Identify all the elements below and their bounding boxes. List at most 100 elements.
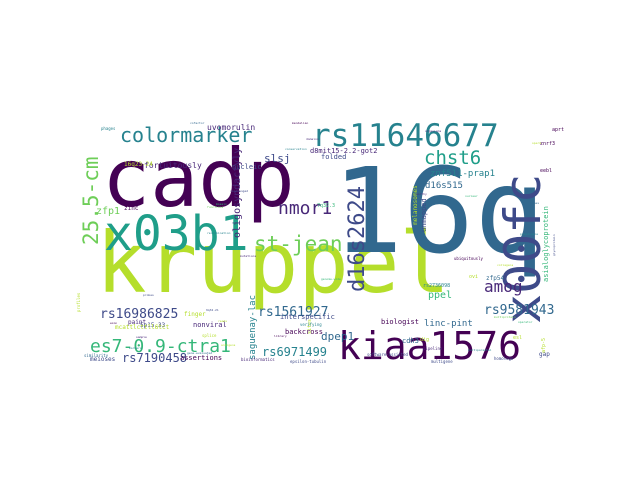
- word-verifying: verifying: [300, 322, 322, 327]
- word-d8mit15-2-2-got2: d8mit15-2.2-got2: [310, 147, 377, 155]
- word-aprt: aprt: [552, 127, 564, 133]
- word-rs16986825: rs16986825: [100, 307, 178, 322]
- word-amog: amog: [484, 277, 523, 296]
- word-znrf3: znrf3: [540, 141, 555, 147]
- word-x00fc: x00fc: [494, 173, 552, 324]
- word-linc-pint: linc-pint: [424, 319, 473, 329]
- word-zinc: zinc: [124, 205, 139, 212]
- word-paint: paint: [128, 319, 146, 326]
- word-saguenay-lac: saguenay-lac: [248, 295, 258, 360]
- word-dig: dig: [420, 337, 429, 343]
- word-splice: splice: [202, 333, 217, 338]
- word-16q23-24: 16q23-24: [124, 161, 153, 168]
- word-genome-wide: genome-wide: [321, 277, 341, 281]
- word-glycoprotein: glycoprotein: [552, 234, 556, 256]
- word-zfp1: zfp1: [96, 206, 120, 217]
- word-zfp54: zfp54: [486, 275, 504, 282]
- word-biologist: biologist: [381, 318, 419, 326]
- word-rs6971499: rs6971499: [262, 345, 327, 359]
- word-uvomorulin: uvomorulin: [207, 123, 255, 132]
- word-mcattlcttll6tct: mcattlcttll6tct: [115, 324, 170, 331]
- word-rs1561927: rs1561927: [258, 305, 328, 320]
- word-rs9581943: rs9581943: [484, 303, 554, 318]
- word-organisms: organisms: [425, 129, 441, 133]
- word-nucleic: nucleic: [232, 163, 262, 171]
- word-sites: sites: [307, 319, 313, 334]
- word-conservation: conservation: [285, 147, 307, 151]
- word-kiaa1576: kiaa1576: [338, 324, 521, 368]
- word-chst6: chst6: [424, 147, 481, 169]
- word-assertions: assertions: [180, 354, 222, 362]
- word-reads: reads: [218, 319, 227, 323]
- word-library: library: [274, 334, 287, 338]
- word-eebl: eebl: [540, 168, 552, 174]
- word-melanosomes: melanosomes: [412, 185, 419, 225]
- word-dpep1: dpep1: [321, 330, 354, 343]
- word-pseudogene: pseudogene: [520, 232, 538, 236]
- word-mutations: mutations: [240, 254, 256, 258]
- word-cofactor: cofactor: [190, 121, 205, 125]
- word-phages: phages: [101, 126, 116, 131]
- word-asialoglycoprotein: asialoglycoprotein: [542, 206, 550, 282]
- word-genes: genes: [530, 201, 539, 205]
- word-finger: finger: [184, 311, 206, 318]
- word-bioinformatics: bioinformatics: [241, 357, 275, 362]
- word-ubiquitously: ubiquitously: [454, 256, 483, 261]
- word-cdh3: cdh3: [402, 337, 419, 345]
- word-kruppel: kruppel: [96, 214, 450, 312]
- word-znf511-prap1: znf511-prap1: [430, 169, 495, 179]
- word-st-jean: st-jean: [254, 232, 343, 256]
- word-epsilon-tubulin: epsilon-tubulin: [290, 359, 327, 364]
- word-7q32-3: 7q32.3: [317, 203, 335, 209]
- word-multiprotein: multiprotein: [494, 315, 516, 319]
- word-es7-0-9-ctra1: es7-0.9-ctra1: [90, 336, 231, 357]
- word-probes: probes: [143, 293, 154, 297]
- word-slsj: slsj: [264, 152, 291, 165]
- word-ppel: ppel: [428, 290, 452, 301]
- word-unmapped: unmapped: [420, 198, 428, 232]
- word-9q34-21: 9q34.21: [206, 308, 219, 312]
- word-interspecific: interspecific: [280, 313, 335, 321]
- word-16q: 16q: [332, 142, 545, 280]
- word-rearranged: rearranged: [230, 189, 248, 193]
- word-domains: domains: [306, 137, 319, 141]
- word-multiparental: multiparental: [468, 348, 492, 352]
- word-profiles: profiles: [76, 292, 81, 312]
- word-nonviral: nonviral: [193, 321, 227, 329]
- word-esl: esl: [513, 335, 522, 341]
- word-homologs: homologs: [494, 356, 514, 361]
- word-cadp: cadp: [102, 132, 295, 225]
- word-25-5-cm: 25.5-cm: [79, 156, 103, 245]
- word-mosaic: mosaic: [216, 202, 227, 206]
- word-d16s2624: d16s2624: [345, 186, 370, 292]
- word-ovi: ovi: [469, 274, 478, 280]
- word-rs11646677: rs11646677: [312, 118, 499, 154]
- word-gene-evaluated: gene-evaluated: [187, 351, 212, 355]
- word-software-assisted: software-assisted: [367, 352, 409, 357]
- word-nmor1: nmor1: [278, 198, 332, 219]
- word-recombination: recombination: [207, 231, 231, 235]
- word-gap: gap: [539, 351, 550, 358]
- word-similarity: similarity: [84, 353, 109, 358]
- word-rs7190458: rs7190458: [122, 351, 187, 365]
- word-antigens: antigens: [221, 343, 236, 347]
- word-meioses: meioses: [90, 356, 116, 363]
- word-rs2736098: rs2736098: [423, 283, 450, 289]
- word-x03b1: x03b1: [104, 206, 249, 262]
- word-exon: exon: [110, 321, 117, 325]
- word-functions: functions: [207, 205, 223, 209]
- word-cloud-background: [80, 120, 560, 360]
- word-d16s515: d16s515: [425, 181, 463, 191]
- word-5p15-33: 5p15.33: [140, 322, 166, 329]
- word-afp-5: afp-5: [541, 338, 547, 353]
- word-oligosyndactyly: oligosyndactyly: [232, 148, 243, 238]
- word-sperm: sperm: [532, 141, 541, 145]
- word-markers: markers: [129, 346, 142, 350]
- word-colormarker: colormarker: [120, 123, 252, 147]
- word-backcross: backcross: [285, 328, 323, 336]
- word-pipeline: pipeline: [423, 346, 443, 351]
- word-nuclear: nuclear: [465, 194, 478, 198]
- word-collagens: collagens: [497, 263, 513, 267]
- word-operator: operator: [518, 320, 533, 324]
